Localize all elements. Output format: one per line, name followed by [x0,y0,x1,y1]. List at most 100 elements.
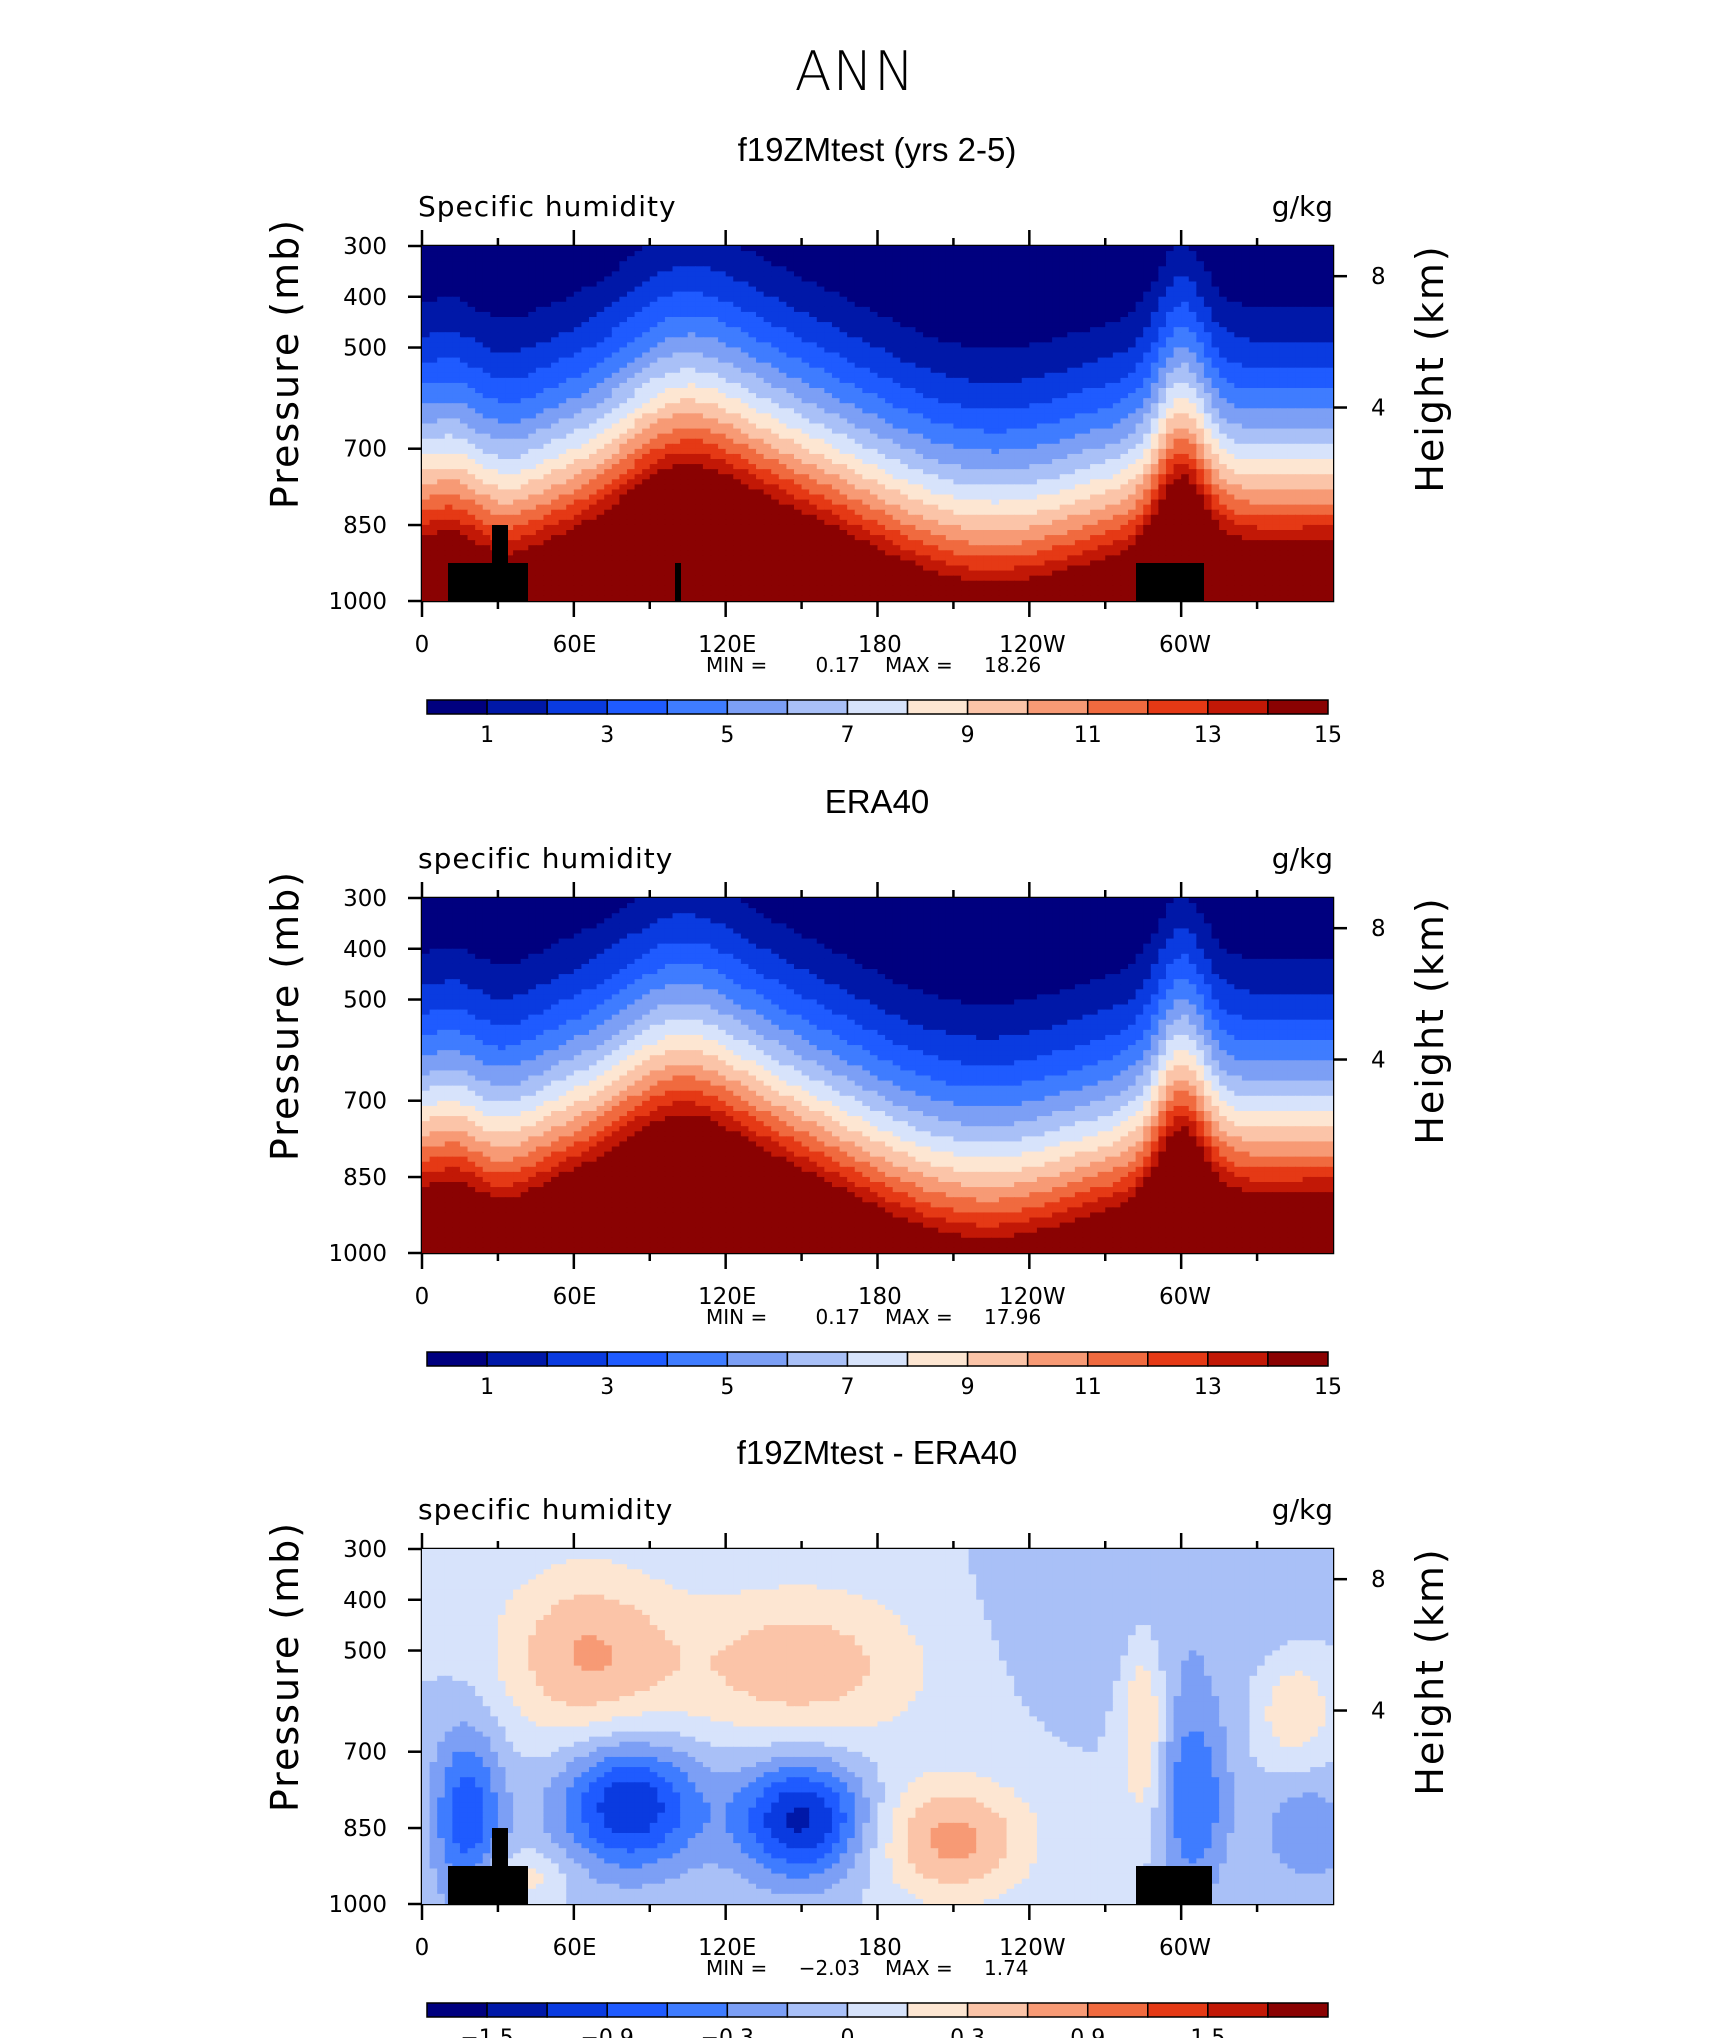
field-cell [748,296,757,303]
field-cell [900,301,909,308]
field-cell [869,362,879,369]
field-cell [1029,306,1038,313]
field-cell [983,327,992,333]
field-cell [839,322,848,328]
field-cell [657,332,666,338]
field-cell [528,433,537,440]
field-cell [915,362,924,369]
field-cell [1279,251,1289,257]
field-cell [1211,311,1220,318]
field-cell [756,438,765,445]
field-cell [847,251,856,257]
field-cell [437,423,446,430]
field-cell [596,428,605,435]
field-cell [528,281,537,288]
field-cell [756,362,765,369]
field-cell [1279,301,1289,308]
field-cell [558,357,567,364]
field-cell [930,276,939,283]
field-cell [1188,398,1197,404]
field-cell [998,428,1008,435]
field-cell [801,291,810,298]
field-cell [626,256,636,262]
field-cell [649,317,658,323]
field-cell [1097,433,1106,440]
field-cell [1295,357,1304,364]
min-value: 0.17 [815,653,860,677]
field-cell [1249,291,1258,298]
field-cell [763,433,772,440]
field-cell [619,438,628,445]
field-cell [535,337,545,343]
field-cell [482,382,491,389]
field-cell [1272,362,1281,369]
field-cell [938,388,947,394]
field-cell [429,448,438,455]
field-cell [847,332,856,338]
field-cell [1226,256,1235,262]
field-cell [998,377,1008,384]
field-cell [1287,403,1296,409]
field-cell [1059,357,1068,364]
field-cell [1295,413,1304,420]
field-cell [733,327,742,333]
field-cell [1150,423,1159,430]
field-cell [1302,393,1311,399]
field-cell [452,357,461,364]
field-cell [801,337,810,343]
field-cell [444,367,453,374]
field-cell [1059,448,1068,455]
colorbar-swatch [1086,699,1149,715]
field-cell [771,388,780,394]
field-cell [1158,443,1167,450]
field-cell [1310,418,1319,425]
field-cell [1188,362,1197,369]
field-cell [642,301,651,308]
field-cell [1264,382,1273,389]
field-cell [945,433,955,440]
field-cell [566,372,575,379]
field-cell [816,403,825,409]
field-cell [718,367,727,374]
field-cell [490,306,499,313]
field-cell [535,317,545,323]
field-cell [953,256,962,262]
field-cell [1082,246,1091,252]
field-cell [998,291,1008,298]
field-cell [831,266,841,272]
field-cell [854,246,863,252]
field-cell [490,352,499,359]
field-cell [1226,322,1235,328]
field-cell [1295,408,1304,414]
field-cell [687,286,696,293]
field-cell [558,311,567,318]
field-cell [1021,352,1030,359]
field-cell [497,266,507,272]
field-cell [748,357,757,364]
field-cell [1006,322,1015,328]
field-cell [1105,413,1114,420]
field-cell [831,246,841,252]
field-cell [1021,362,1030,369]
field-cell [1090,276,1099,283]
field-cell [1150,413,1159,420]
field-cell [1006,347,1015,354]
field-cell [885,423,894,430]
field-cell [695,251,704,257]
field-cell [786,413,795,420]
field-cell [1128,438,1137,445]
field-cell [892,306,901,313]
field-cell [528,301,537,308]
field-cell [1158,382,1167,389]
field-cell [1211,393,1220,399]
field-cell [573,362,583,369]
field-cell [505,347,514,354]
field-cell [551,367,560,374]
field-cell [1234,311,1243,318]
field-cell [566,347,575,354]
field-cell [1128,296,1137,303]
field-cell [687,372,696,379]
field-cell [1150,403,1159,409]
field-cell [1279,357,1289,364]
field-cell [1264,347,1273,354]
